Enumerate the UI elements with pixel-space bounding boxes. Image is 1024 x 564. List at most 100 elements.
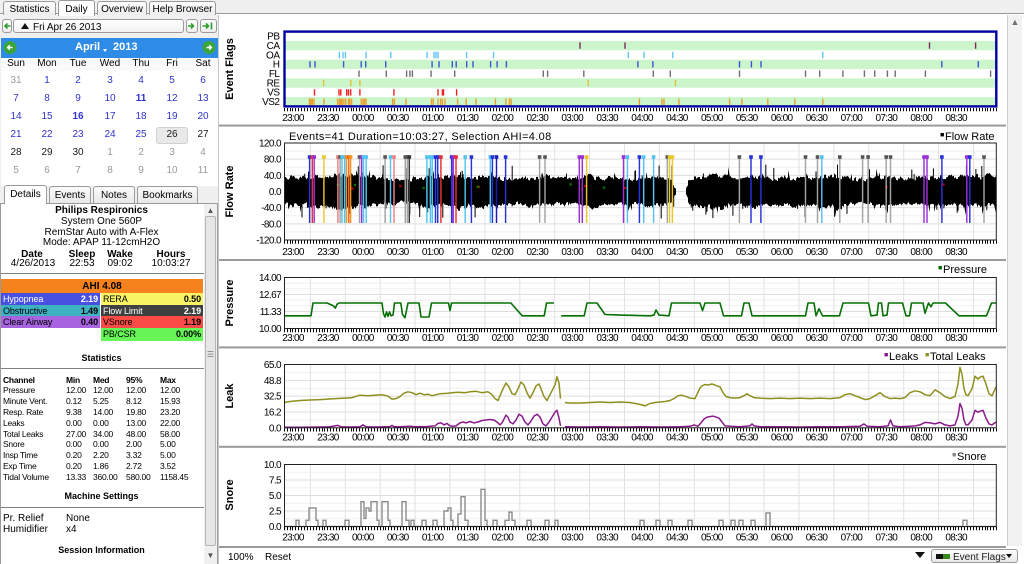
- svg-text:08:30: 08:30: [945, 247, 968, 258]
- svg-text:00:30: 00:30: [387, 433, 410, 444]
- svg-text:02:00: 02:00: [492, 533, 515, 544]
- svg-text:01:30: 01:30: [457, 333, 480, 344]
- svg-text:Snore: Snore: [957, 451, 986, 463]
- svg-text:03:00: 03:00: [561, 333, 584, 344]
- svg-text:Event Flags: Event Flags: [224, 38, 236, 100]
- svg-text:06:00: 06:00: [771, 433, 794, 444]
- svg-text:80.0: 80.0: [264, 155, 282, 166]
- svg-text:08:00: 08:00: [910, 433, 933, 444]
- svg-text:04:30: 04:30: [666, 533, 689, 544]
- svg-text:VS2: VS2: [262, 97, 280, 108]
- svg-text:Leak: Leak: [224, 383, 236, 409]
- svg-text:2.5: 2.5: [269, 507, 282, 518]
- svg-text:03:00: 03:00: [561, 433, 584, 444]
- svg-text:-120.0: -120.0: [256, 236, 282, 247]
- svg-text:03:00: 03:00: [561, 247, 584, 258]
- svg-text:07:00: 07:00: [841, 247, 864, 258]
- svg-text:02:30: 02:30: [527, 247, 550, 258]
- svg-text:08:30: 08:30: [945, 533, 968, 544]
- svg-text:07:00: 07:00: [841, 433, 864, 444]
- svg-text:00:00: 00:00: [352, 333, 375, 344]
- svg-text:06:30: 06:30: [806, 533, 829, 544]
- svg-text:05:30: 05:30: [736, 433, 759, 444]
- svg-text:07:30: 07:30: [876, 247, 899, 258]
- svg-text:01:00: 01:00: [422, 333, 445, 344]
- svg-text:32.5: 32.5: [264, 392, 282, 403]
- svg-text:48.8: 48.8: [264, 376, 282, 387]
- svg-text:0.0: 0.0: [269, 423, 282, 434]
- svg-text:0.0: 0.0: [269, 522, 282, 533]
- svg-text:01:00: 01:00: [422, 247, 445, 258]
- svg-text:08:00: 08:00: [910, 113, 933, 124]
- svg-text:03:30: 03:30: [596, 113, 619, 124]
- svg-text:01:00: 01:00: [422, 113, 445, 124]
- svg-text:H: H: [273, 60, 280, 71]
- svg-text:23:30: 23:30: [317, 333, 340, 344]
- svg-text:23:30: 23:30: [317, 247, 340, 258]
- svg-text:06:30: 06:30: [806, 333, 829, 344]
- svg-text:06:00: 06:00: [771, 533, 794, 544]
- svg-text:03:00: 03:00: [561, 113, 584, 124]
- svg-text:04:30: 04:30: [666, 113, 689, 124]
- svg-text:03:30: 03:30: [596, 433, 619, 444]
- svg-text:05:00: 05:00: [701, 247, 724, 258]
- svg-text:07:30: 07:30: [876, 113, 899, 124]
- svg-text:Events=41 Duration=10:03:27, S: Events=41 Duration=10:03:27, Selection A…: [289, 131, 552, 143]
- svg-text:01:00: 01:00: [422, 533, 445, 544]
- svg-text:16.2: 16.2: [264, 407, 282, 418]
- svg-text:05:00: 05:00: [701, 333, 724, 344]
- svg-text:Flow Rate: Flow Rate: [945, 131, 995, 143]
- svg-text:06:30: 06:30: [806, 113, 829, 124]
- svg-text:02:30: 02:30: [527, 433, 550, 444]
- svg-text:00:30: 00:30: [387, 533, 410, 544]
- svg-text:02:30: 02:30: [527, 333, 550, 344]
- svg-text:VS: VS: [267, 88, 280, 99]
- svg-text:04:00: 04:00: [631, 247, 654, 258]
- svg-text:02:30: 02:30: [527, 113, 550, 124]
- svg-text:07:00: 07:00: [841, 113, 864, 124]
- svg-text:Pressure: Pressure: [943, 264, 987, 276]
- svg-text:00:00: 00:00: [352, 247, 375, 258]
- svg-text:06:30: 06:30: [806, 247, 829, 258]
- svg-text:03:30: 03:30: [596, 247, 619, 258]
- svg-text:120.0: 120.0: [259, 139, 282, 150]
- svg-text:7.5: 7.5: [269, 476, 282, 487]
- svg-text:00:30: 00:30: [387, 113, 410, 124]
- svg-text:23:00: 23:00: [282, 433, 305, 444]
- svg-text:23:30: 23:30: [317, 533, 340, 544]
- svg-text:Total Leaks: Total Leaks: [930, 351, 986, 363]
- svg-text:00:00: 00:00: [352, 113, 375, 124]
- svg-text:04:00: 04:00: [631, 113, 654, 124]
- svg-text:23:30: 23:30: [317, 433, 340, 444]
- svg-text:03:30: 03:30: [596, 333, 619, 344]
- svg-text:-80.0: -80.0: [261, 219, 282, 230]
- svg-text:04:30: 04:30: [666, 247, 689, 258]
- svg-text:03:00: 03:00: [561, 533, 584, 544]
- svg-text:5.0: 5.0: [269, 491, 282, 502]
- svg-text:FL: FL: [269, 69, 281, 80]
- svg-text:05:00: 05:00: [701, 533, 724, 544]
- svg-text:OA: OA: [266, 50, 280, 61]
- svg-text:Pressure: Pressure: [224, 279, 236, 326]
- svg-text:65.0: 65.0: [264, 360, 282, 371]
- svg-text:05:30: 05:30: [736, 113, 759, 124]
- svg-text:07:30: 07:30: [876, 433, 899, 444]
- svg-text:0.0: 0.0: [269, 187, 282, 198]
- svg-text:CA: CA: [267, 41, 281, 52]
- svg-text:14.00: 14.00: [259, 273, 282, 284]
- svg-text:05:00: 05:00: [701, 433, 724, 444]
- svg-text:01:00: 01:00: [422, 433, 445, 444]
- svg-text:00:30: 00:30: [387, 333, 410, 344]
- svg-text:07:30: 07:30: [876, 333, 899, 344]
- svg-text:04:00: 04:00: [631, 433, 654, 444]
- svg-text:08:30: 08:30: [945, 113, 968, 124]
- svg-text:-40.0: -40.0: [261, 203, 282, 214]
- svg-text:Leaks: Leaks: [889, 351, 919, 363]
- svg-text:23:00: 23:00: [282, 113, 305, 124]
- svg-text:01:30: 01:30: [457, 433, 480, 444]
- svg-text:40.0: 40.0: [264, 171, 282, 182]
- svg-text:07:00: 07:00: [841, 333, 864, 344]
- svg-text:06:00: 06:00: [771, 247, 794, 258]
- svg-text:01:30: 01:30: [457, 113, 480, 124]
- svg-text:02:00: 02:00: [492, 333, 515, 344]
